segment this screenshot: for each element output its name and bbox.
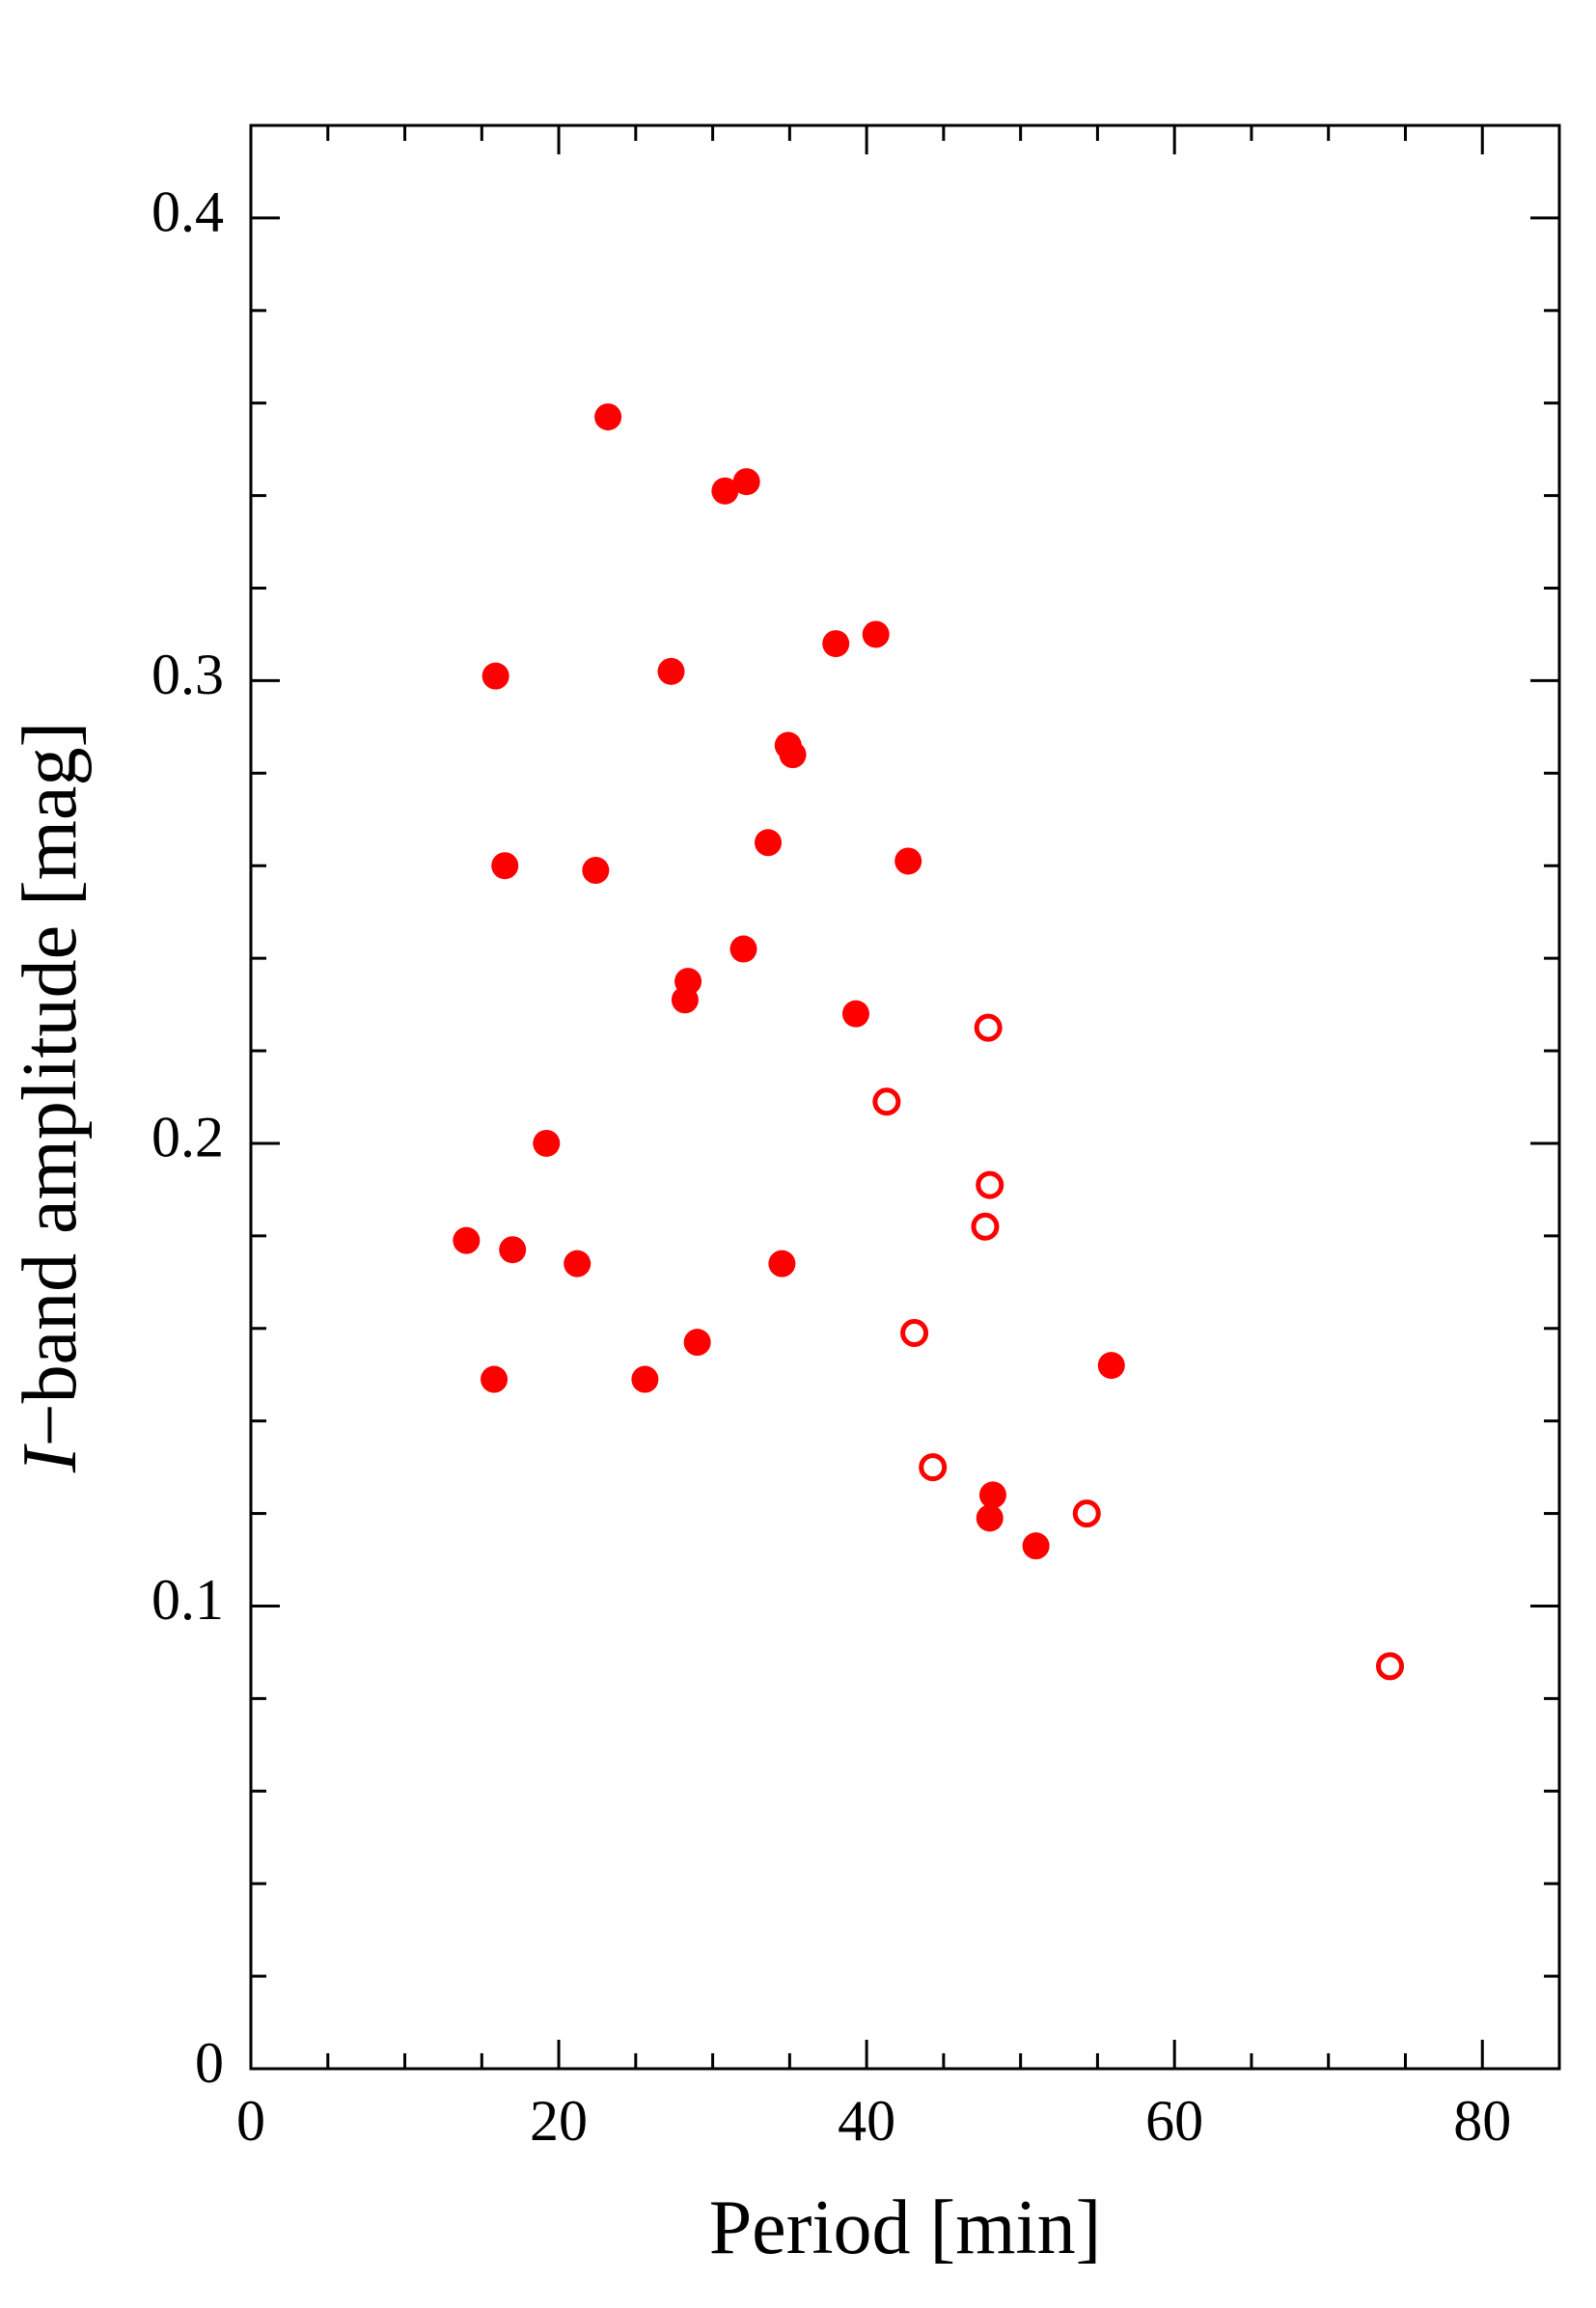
open-point	[976, 1170, 1004, 1199]
filled-point	[822, 630, 850, 658]
open-point	[1376, 1652, 1405, 1681]
filled-point	[564, 1250, 592, 1278]
filled-point	[894, 847, 922, 875]
y-tick-label: 0.3	[151, 643, 224, 706]
x-tick-label: 0	[236, 2089, 265, 2153]
filled-point	[491, 852, 519, 880]
x-axis-label: Period [min]	[709, 2185, 1102, 2270]
filled-point	[671, 986, 699, 1014]
filled-point	[711, 477, 739, 505]
filled-point	[482, 662, 509, 690]
x-tick-label: 40	[838, 2089, 895, 2153]
filled-point	[657, 657, 685, 685]
open-point	[872, 1087, 901, 1116]
y-tick-label: 0.1	[151, 1568, 224, 1632]
filled-point	[1097, 1352, 1125, 1380]
filled-point	[631, 1365, 659, 1393]
filled-point	[582, 857, 610, 885]
x-tick-label: 60	[1145, 2089, 1203, 2153]
open-point	[1072, 1499, 1101, 1528]
open-point	[919, 1453, 948, 1482]
open-point	[900, 1319, 929, 1348]
filled-point	[683, 1329, 711, 1357]
filled-point	[533, 1129, 561, 1157]
filled-point	[768, 1250, 796, 1278]
filled-point	[729, 935, 757, 963]
filled-point	[978, 1481, 1006, 1509]
filled-point	[732, 468, 760, 496]
y-axis-label-italic: I	[8, 1443, 93, 1473]
plot-frame	[249, 124, 1561, 2071]
filled-point	[499, 1236, 527, 1264]
x-tick-label: 80	[1453, 2089, 1511, 2153]
x-tick-label: 20	[530, 2089, 588, 2153]
open-point	[971, 1212, 1000, 1241]
y-axis-label-text: −band amplitude [mag]	[8, 722, 93, 1447]
y-tick-label: 0.2	[151, 1106, 224, 1169]
filled-point	[453, 1226, 481, 1254]
filled-point	[755, 829, 783, 857]
filled-point	[862, 620, 890, 648]
y-tick-label: 0	[195, 2031, 224, 2095]
filled-point	[841, 1000, 869, 1028]
y-axis-label: I−band amplitude [mag]	[8, 722, 93, 1473]
filled-point	[594, 403, 622, 431]
filled-point	[481, 1365, 509, 1393]
open-point	[974, 1013, 1003, 1042]
filled-point	[976, 1504, 1004, 1532]
filled-point	[1022, 1532, 1050, 1560]
y-tick-label: 0.4	[151, 180, 224, 244]
filled-point	[779, 741, 807, 769]
